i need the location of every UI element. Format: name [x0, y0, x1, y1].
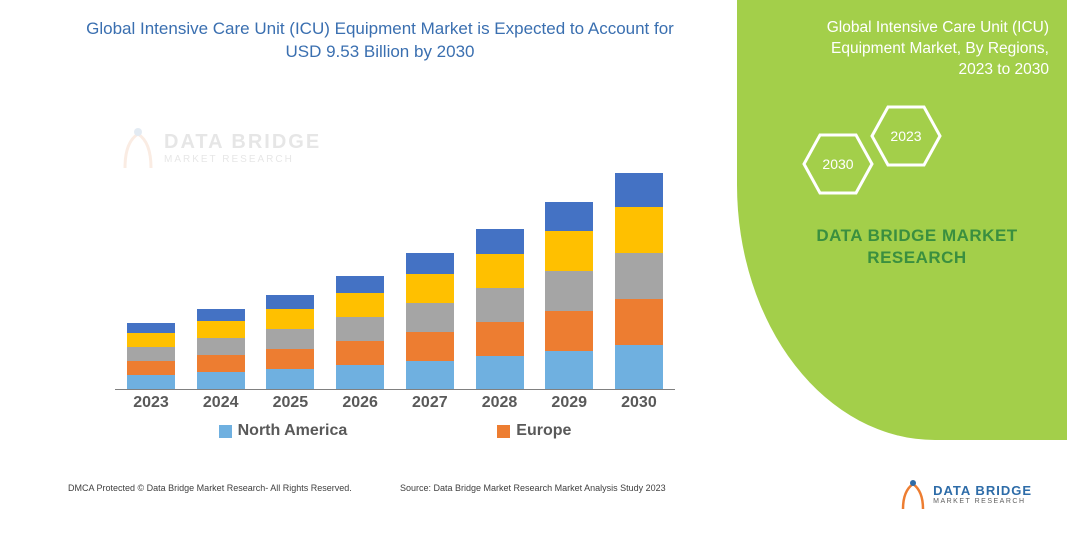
legend-item-eu: Europe — [497, 422, 571, 440]
bar-segment — [476, 288, 524, 322]
footer-copyright: DMCA Protected © Data Bridge Market Rese… — [68, 483, 352, 493]
legend-label-na: North America — [238, 422, 348, 440]
legend-swatch-na — [219, 425, 232, 438]
bar-segment — [406, 303, 454, 332]
bar-segment — [406, 361, 454, 389]
bar-segment — [336, 317, 384, 341]
bar-segment — [406, 253, 454, 274]
bar-segment — [336, 293, 384, 317]
bar-segment — [476, 356, 524, 389]
bar-col — [406, 253, 454, 389]
hexagon-2030: 2030 — [802, 133, 874, 195]
legend-label-eu: Europe — [516, 422, 571, 440]
bar-segment — [197, 372, 245, 389]
chart-area — [115, 130, 675, 390]
bar-segment — [476, 229, 524, 254]
bar-segment — [615, 299, 663, 345]
hexagon-group: 2030 2023 — [802, 105, 1002, 215]
bar-segment — [545, 231, 593, 271]
bar-container — [115, 130, 675, 389]
bar-segment — [197, 355, 245, 372]
bar-segment — [406, 332, 454, 361]
x-label: 2030 — [615, 394, 663, 412]
bridge-icon — [899, 477, 927, 511]
bar-segment — [266, 309, 314, 329]
bottom-logo: DATA BRIDGE MARKET RESEARCH — [899, 477, 1032, 511]
logo-line2: MARKET RESEARCH — [933, 498, 1032, 505]
bar-segment — [127, 375, 175, 389]
chart-legend: North America Europe — [115, 422, 675, 440]
bar-segment — [615, 207, 663, 253]
bar-segment — [266, 369, 314, 389]
legend-swatch-eu — [497, 425, 510, 438]
bar-segment — [197, 338, 245, 355]
bar-segment — [615, 345, 663, 389]
bar-segment — [545, 202, 593, 231]
x-label: 2023 — [127, 394, 175, 412]
bar-segment — [197, 309, 245, 321]
bar-segment — [615, 173, 663, 207]
bar-col — [266, 295, 314, 389]
footer-source: Source: Data Bridge Market Research Mark… — [400, 483, 666, 493]
x-label: 2027 — [406, 394, 454, 412]
bar-col — [476, 229, 524, 389]
bar-segment — [127, 347, 175, 361]
bar-segment — [266, 329, 314, 349]
bar-segment — [336, 341, 384, 365]
x-label: 2026 — [336, 394, 384, 412]
bar-segment — [336, 276, 384, 293]
x-label: 2028 — [476, 394, 524, 412]
x-label: 2029 — [545, 394, 593, 412]
x-axis-labels: 2023 2024 2025 2026 2027 2028 2029 2030 — [115, 394, 675, 412]
bar-segment — [266, 295, 314, 309]
bar-segment — [336, 365, 384, 389]
bar-col — [336, 276, 384, 389]
bar-segment — [197, 321, 245, 338]
bar-segment — [476, 254, 524, 288]
bar-segment — [127, 361, 175, 375]
left-panel: Global Intensive Care Unit (ICU) Equipme… — [0, 0, 760, 533]
x-label: 2024 — [197, 394, 245, 412]
bar-segment — [545, 271, 593, 311]
bar-col — [615, 173, 663, 389]
bar-col — [545, 202, 593, 389]
logo-line1: DATA BRIDGE — [933, 483, 1032, 498]
x-label: 2025 — [266, 394, 314, 412]
bar-segment — [615, 253, 663, 299]
chart-title: Global Intensive Care Unit (ICU) Equipme… — [0, 0, 760, 64]
brand-label: DATA BRIDGE MARKET RESEARCH — [802, 225, 1032, 269]
hex-label-2023: 2023 — [890, 128, 921, 144]
bar-segment — [476, 322, 524, 356]
hex-label-2030: 2030 — [822, 156, 853, 172]
bar-segment — [127, 333, 175, 347]
right-panel: Global Intensive Care Unit (ICU) Equipme… — [732, 0, 1067, 533]
bar-segment — [127, 323, 175, 333]
bar-col — [127, 323, 175, 389]
bar-segment — [545, 351, 593, 389]
right-panel-title: Global Intensive Care Unit (ICU) Equipme… — [799, 18, 1049, 81]
bar-col — [197, 309, 245, 389]
bar-segment — [406, 274, 454, 303]
legend-item-na: North America — [219, 422, 348, 440]
bar-segment — [266, 349, 314, 369]
bar-segment — [545, 311, 593, 351]
hexagon-2023: 2023 — [870, 105, 942, 167]
